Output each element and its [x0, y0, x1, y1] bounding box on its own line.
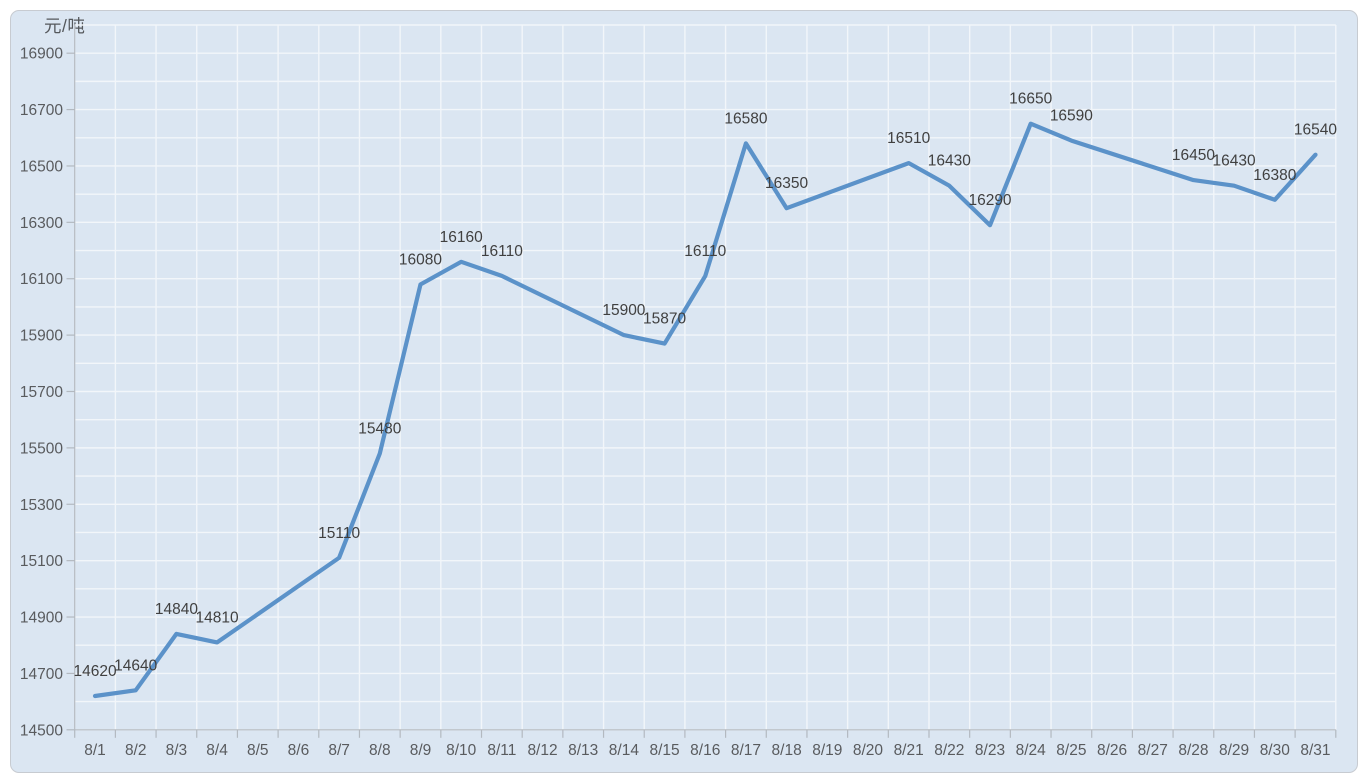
data-label: 16510 — [887, 130, 930, 147]
y-tick-label: 15700 — [20, 384, 63, 401]
data-label: 16350 — [765, 175, 808, 192]
data-label: 16430 — [928, 153, 971, 170]
x-tick-label: 8/16 — [690, 742, 720, 759]
data-label: 16590 — [1050, 108, 1093, 125]
x-tick-label: 8/25 — [1056, 742, 1086, 759]
data-label: 15900 — [602, 302, 645, 319]
y-tick-label: 15100 — [20, 553, 63, 570]
data-label: 14620 — [73, 663, 116, 680]
y-tick-label: 16700 — [20, 102, 63, 119]
data-label: 14810 — [196, 609, 239, 626]
y-tick-label: 16900 — [20, 46, 63, 63]
x-tick-label: 8/2 — [125, 742, 147, 759]
x-tick-label: 8/14 — [609, 742, 640, 759]
x-tick-label: 8/26 — [1097, 742, 1127, 759]
data-label: 16450 — [1172, 147, 1215, 164]
x-tick-label: 8/19 — [812, 742, 842, 759]
data-label: 16160 — [440, 229, 483, 246]
y-tick-label: 14700 — [20, 666, 63, 683]
data-label: 14840 — [155, 601, 198, 618]
data-label: 15870 — [643, 311, 686, 328]
x-tick-label: 8/24 — [1016, 742, 1047, 759]
x-tick-label: 8/8 — [369, 742, 391, 759]
x-tick-label: 8/29 — [1219, 742, 1249, 759]
x-tick-label: 8/11 — [487, 742, 516, 759]
x-tick-label: 8/13 — [568, 742, 598, 759]
data-label: 15110 — [318, 525, 360, 542]
data-label: 16380 — [1253, 167, 1296, 184]
data-label: 16110 — [481, 243, 523, 260]
y-tick-label: 16500 — [20, 158, 63, 175]
x-tick-label: 8/28 — [1178, 742, 1208, 759]
x-tick-label: 8/1 — [84, 742, 106, 759]
x-tick-label: 8/20 — [853, 742, 884, 759]
x-tick-label: 8/5 — [247, 742, 269, 759]
data-label: 16080 — [399, 251, 442, 268]
y-tick-label: 14500 — [20, 722, 63, 739]
x-tick-label: 8/30 — [1260, 742, 1291, 759]
y-tick-label: 16300 — [20, 215, 63, 232]
data-label: 16430 — [1213, 153, 1256, 170]
x-tick-label: 8/9 — [410, 742, 432, 759]
data-label: 16540 — [1294, 122, 1337, 139]
x-tick-label: 8/6 — [288, 742, 310, 759]
x-tick-label: 8/27 — [1138, 742, 1168, 759]
x-tick-label: 8/3 — [166, 742, 188, 759]
y-tick-label: 15300 — [20, 497, 63, 514]
x-tick-label: 8/15 — [649, 742, 679, 759]
x-tick-label: 8/17 — [731, 742, 761, 759]
y-tick-label: 16100 — [20, 271, 63, 288]
x-tick-label: 8/22 — [934, 742, 964, 759]
data-label: 16290 — [968, 192, 1011, 209]
y-tick-label: 15500 — [20, 440, 63, 457]
x-tick-label: 8/7 — [328, 742, 350, 759]
x-tick-label: 8/10 — [446, 742, 477, 759]
data-label: 14640 — [114, 657, 157, 674]
data-label: 16580 — [724, 110, 767, 127]
y-tick-label: 14900 — [20, 610, 63, 627]
data-label: 16110 — [684, 243, 726, 260]
price-line — [92, 121, 1318, 699]
x-tick-label: 8/12 — [527, 742, 557, 759]
data-label: 16650 — [1009, 91, 1052, 108]
x-tick-label: 8/21 — [894, 742, 924, 759]
x-tick-label: 8/31 — [1300, 742, 1330, 759]
x-tick-label: 8/4 — [206, 742, 228, 759]
y-tick-label: 15900 — [20, 328, 63, 345]
data-label: 15480 — [358, 421, 401, 438]
x-tick-label: 8/18 — [772, 742, 802, 759]
x-tick-label: 8/23 — [975, 742, 1005, 759]
